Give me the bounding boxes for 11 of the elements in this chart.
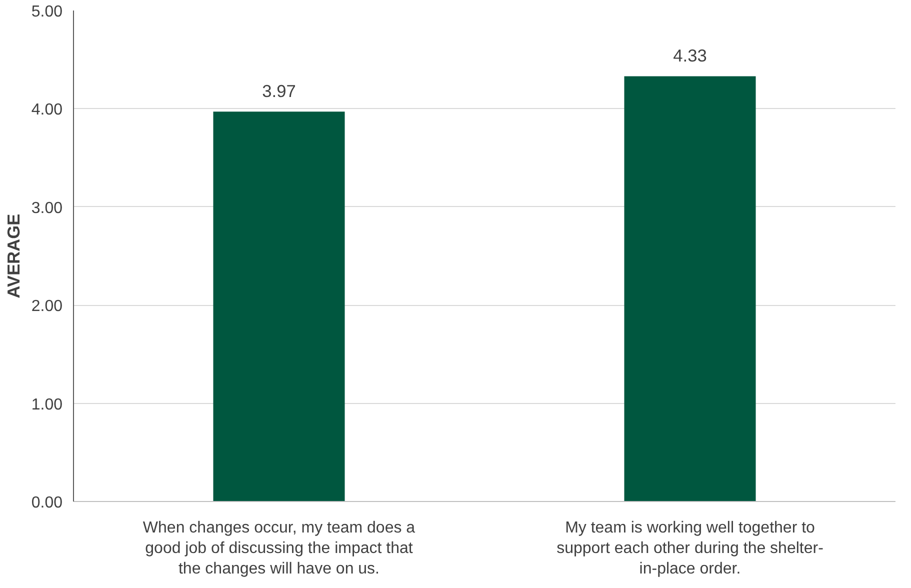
y-tick-label: 0.00 xyxy=(31,494,63,512)
x-tick-label: My team is working well together to support each other during the shelter-in-place order. xyxy=(556,520,824,578)
y-tick-label: 2.00 xyxy=(31,298,63,316)
x-tick-label: When changes occur, my team does a good job of discussing the impact that the changes will have on us. xyxy=(142,520,416,578)
y-tick-label: 5.00 xyxy=(31,4,63,20)
y-tick-label: 1.00 xyxy=(31,396,63,414)
data-label: 4.33 xyxy=(673,46,707,66)
y-tick-label: 4.00 xyxy=(31,102,63,119)
y-tick-label: 3.00 xyxy=(31,200,63,217)
y-axis-title: AVERAGE xyxy=(3,214,24,298)
data-label: 3.97 xyxy=(262,80,296,101)
